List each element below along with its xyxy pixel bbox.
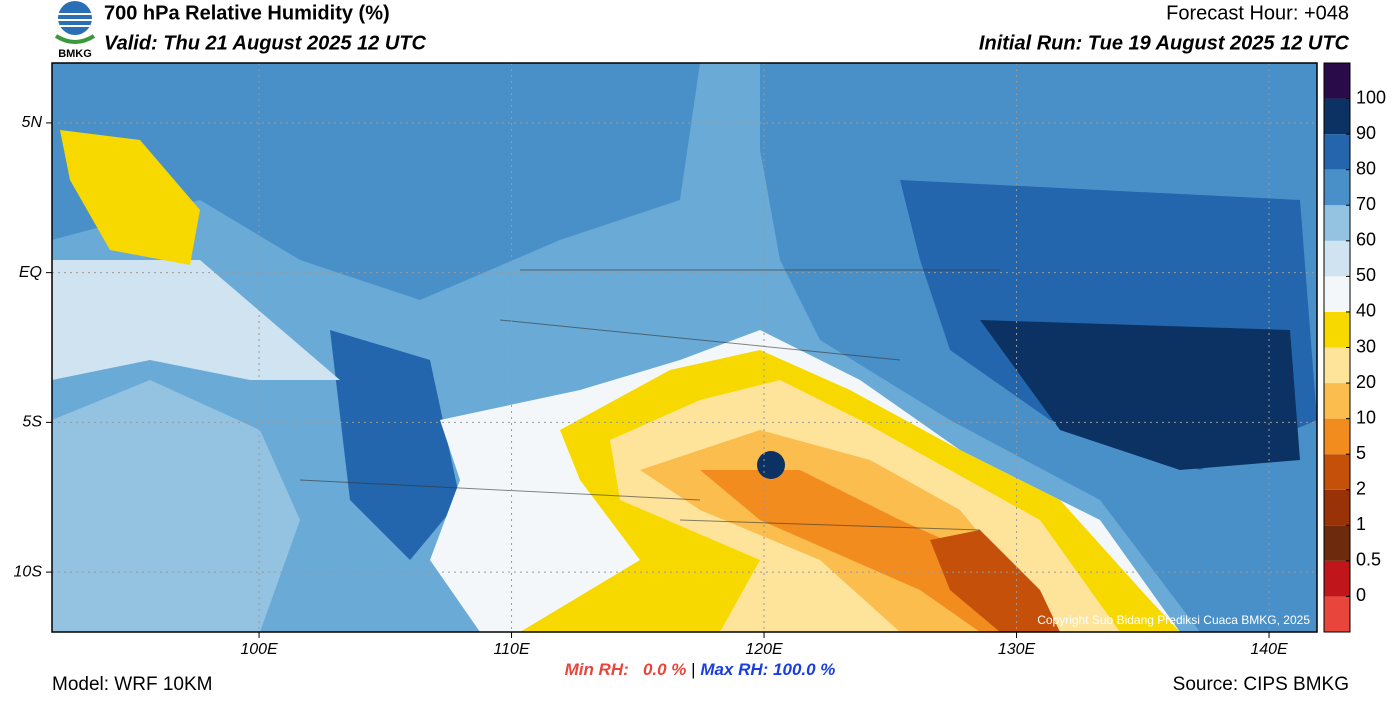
colorbar-segment (1324, 276, 1350, 312)
colorbar-segment (1324, 418, 1350, 455)
x-tick-label: 140E (1250, 641, 1288, 658)
x-tick-label: 130E (998, 641, 1036, 658)
colorbar-segment (1324, 489, 1350, 526)
min-rh: Min RH: 0.0 % (565, 660, 687, 679)
valid-time: Valid: Thu 21 August 2025 12 UTC (104, 32, 426, 54)
colorbar-label: 100 (1356, 87, 1386, 107)
max-rh: Max RH: 100.0 % (700, 660, 835, 679)
colorbar-label: 1 (1356, 514, 1366, 534)
colorbar-label: 0 (1356, 585, 1366, 605)
colorbar-segment (1324, 98, 1350, 135)
copyright: Copyright Sub Bidang Prediksi Cuaca BMKG… (1037, 613, 1310, 627)
colorbar-label: 70 (1356, 194, 1376, 214)
map-axes: 100E 110E 120E 130E 140E 5N EQ 5S 10S (14, 63, 1317, 658)
colorbar-label: 2 (1356, 479, 1366, 499)
y-tick-label: 5S (22, 414, 42, 431)
forecast-hour: Forecast Hour: +048 (1166, 2, 1349, 24)
colorbar-segment (1324, 383, 1350, 419)
colorbar-label: 40 (1356, 301, 1376, 321)
colorbar-label: 0.5 (1356, 550, 1381, 570)
x-tick-label: 110E (493, 641, 530, 658)
logo-text: BMKG (58, 48, 92, 60)
colorbar-label: 5 (1356, 443, 1366, 463)
colorbar-segment (1324, 311, 1350, 348)
title: 700 hPa Relative Humidity (%) (104, 2, 390, 24)
colorbar-segment (1324, 525, 1350, 561)
colorbar-segment (1324, 347, 1350, 384)
separator: | (691, 660, 695, 679)
colorbar-label: 80 (1356, 158, 1376, 178)
y-tick-label: 5N (22, 114, 43, 131)
colorbar-label: 50 (1356, 265, 1376, 285)
source: Source: CIPS BMKG (1173, 674, 1349, 695)
map-frame (51, 62, 1318, 633)
humidity-field (52, 63, 1317, 632)
colorbar-segment (1324, 596, 1350, 632)
colorbar-label: 20 (1356, 372, 1376, 392)
colorbar-segment (1324, 560, 1350, 597)
y-tick-label: 10S (14, 563, 43, 580)
colorbar-segment (1324, 169, 1350, 206)
colorbar-label: 60 (1356, 230, 1376, 250)
x-tick-label: 100E (240, 641, 278, 658)
colorbar-label: 10 (1356, 407, 1376, 427)
y-tick-label: EQ (19, 264, 42, 281)
x-tick-label: 120E (745, 641, 783, 658)
min-max: Min RH: 0.0 % | Max RH: 100.0 % (565, 660, 836, 679)
colorbar-segment (1324, 205, 1350, 241)
colorbar-segment (1324, 240, 1350, 277)
colorbar-label: 30 (1356, 336, 1376, 356)
colorbar: 0 0.5 1 2 5 10 20 30 40 50 60 70 80 90 100 (1323, 62, 1386, 633)
colorbar-segment (1324, 63, 1350, 99)
colorbar-segment (1324, 134, 1350, 170)
model: Model: WRF 10KM (52, 674, 212, 695)
logo: BMKG (54, 1, 96, 60)
initial-run: Initial Run: Tue 19 August 2025 12 UTC (979, 32, 1350, 54)
colorbar-label: 90 (1356, 123, 1376, 143)
colorbar-segment (1324, 454, 1350, 490)
